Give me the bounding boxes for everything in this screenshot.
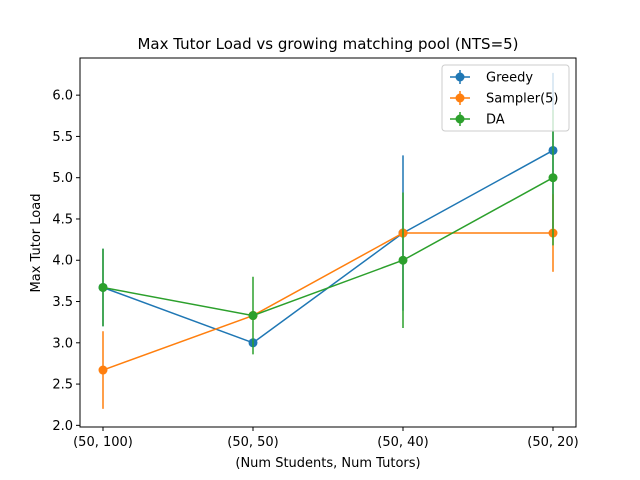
chart-title: Max Tutor Load vs growing matching pool … [137, 35, 518, 53]
x-tick-label: (50, 50) [227, 435, 279, 450]
x-tick-label: (50, 20) [527, 435, 579, 450]
legend-box [441, 64, 570, 132]
legend-entry: Sampler(5) [450, 91, 559, 107]
data-point [98, 282, 108, 292]
data-point [248, 311, 258, 321]
y-tick-label: 6.0 [52, 89, 73, 104]
y-tick-label: 5.5 [52, 130, 73, 145]
legend: Greedy Sampler(5) DA [441, 64, 570, 132]
series-line [102, 177, 554, 317]
series-line [102, 232, 553, 371]
legend-label: Greedy [486, 71, 533, 86]
legend-marker [455, 72, 465, 82]
y-tick-label: 2.5 [52, 378, 73, 393]
x-tick-label: (50, 100) [73, 435, 133, 450]
plot-frame [79, 57, 577, 428]
y-axis-label: Max Tutor Load [29, 194, 44, 293]
y-tick-label: 3.0 [52, 336, 73, 351]
data-point [548, 173, 558, 183]
legend-label: Sampler(5) [486, 92, 559, 107]
data-point [98, 365, 108, 375]
y-tick-label: 5.0 [52, 171, 73, 186]
x-axis-label: (Num Students, Num Tutors) [235, 456, 420, 471]
x-tick-label: (50, 40) [377, 435, 429, 450]
y-tick-label: 4.5 [52, 212, 73, 227]
y-tick-label: 3.5 [52, 295, 73, 310]
legend-entry: Greedy [450, 70, 533, 86]
y-tick-label: 2.0 [52, 419, 73, 434]
legend-entry: DA [450, 112, 505, 128]
series-da [98, 110, 558, 355]
legend-marker [455, 114, 465, 124]
data-point [398, 255, 408, 265]
legend-label: DA [486, 113, 505, 128]
axes-layer: 2.0 2.5 3.0 3.5 4.0 4.5 5.0 5.5 6.0 (50, 100) (50,… [52, 57, 579, 450]
series-layer [98, 72, 558, 409]
y-tick-label: 4.0 [52, 254, 73, 269]
legend-marker [455, 93, 465, 103]
